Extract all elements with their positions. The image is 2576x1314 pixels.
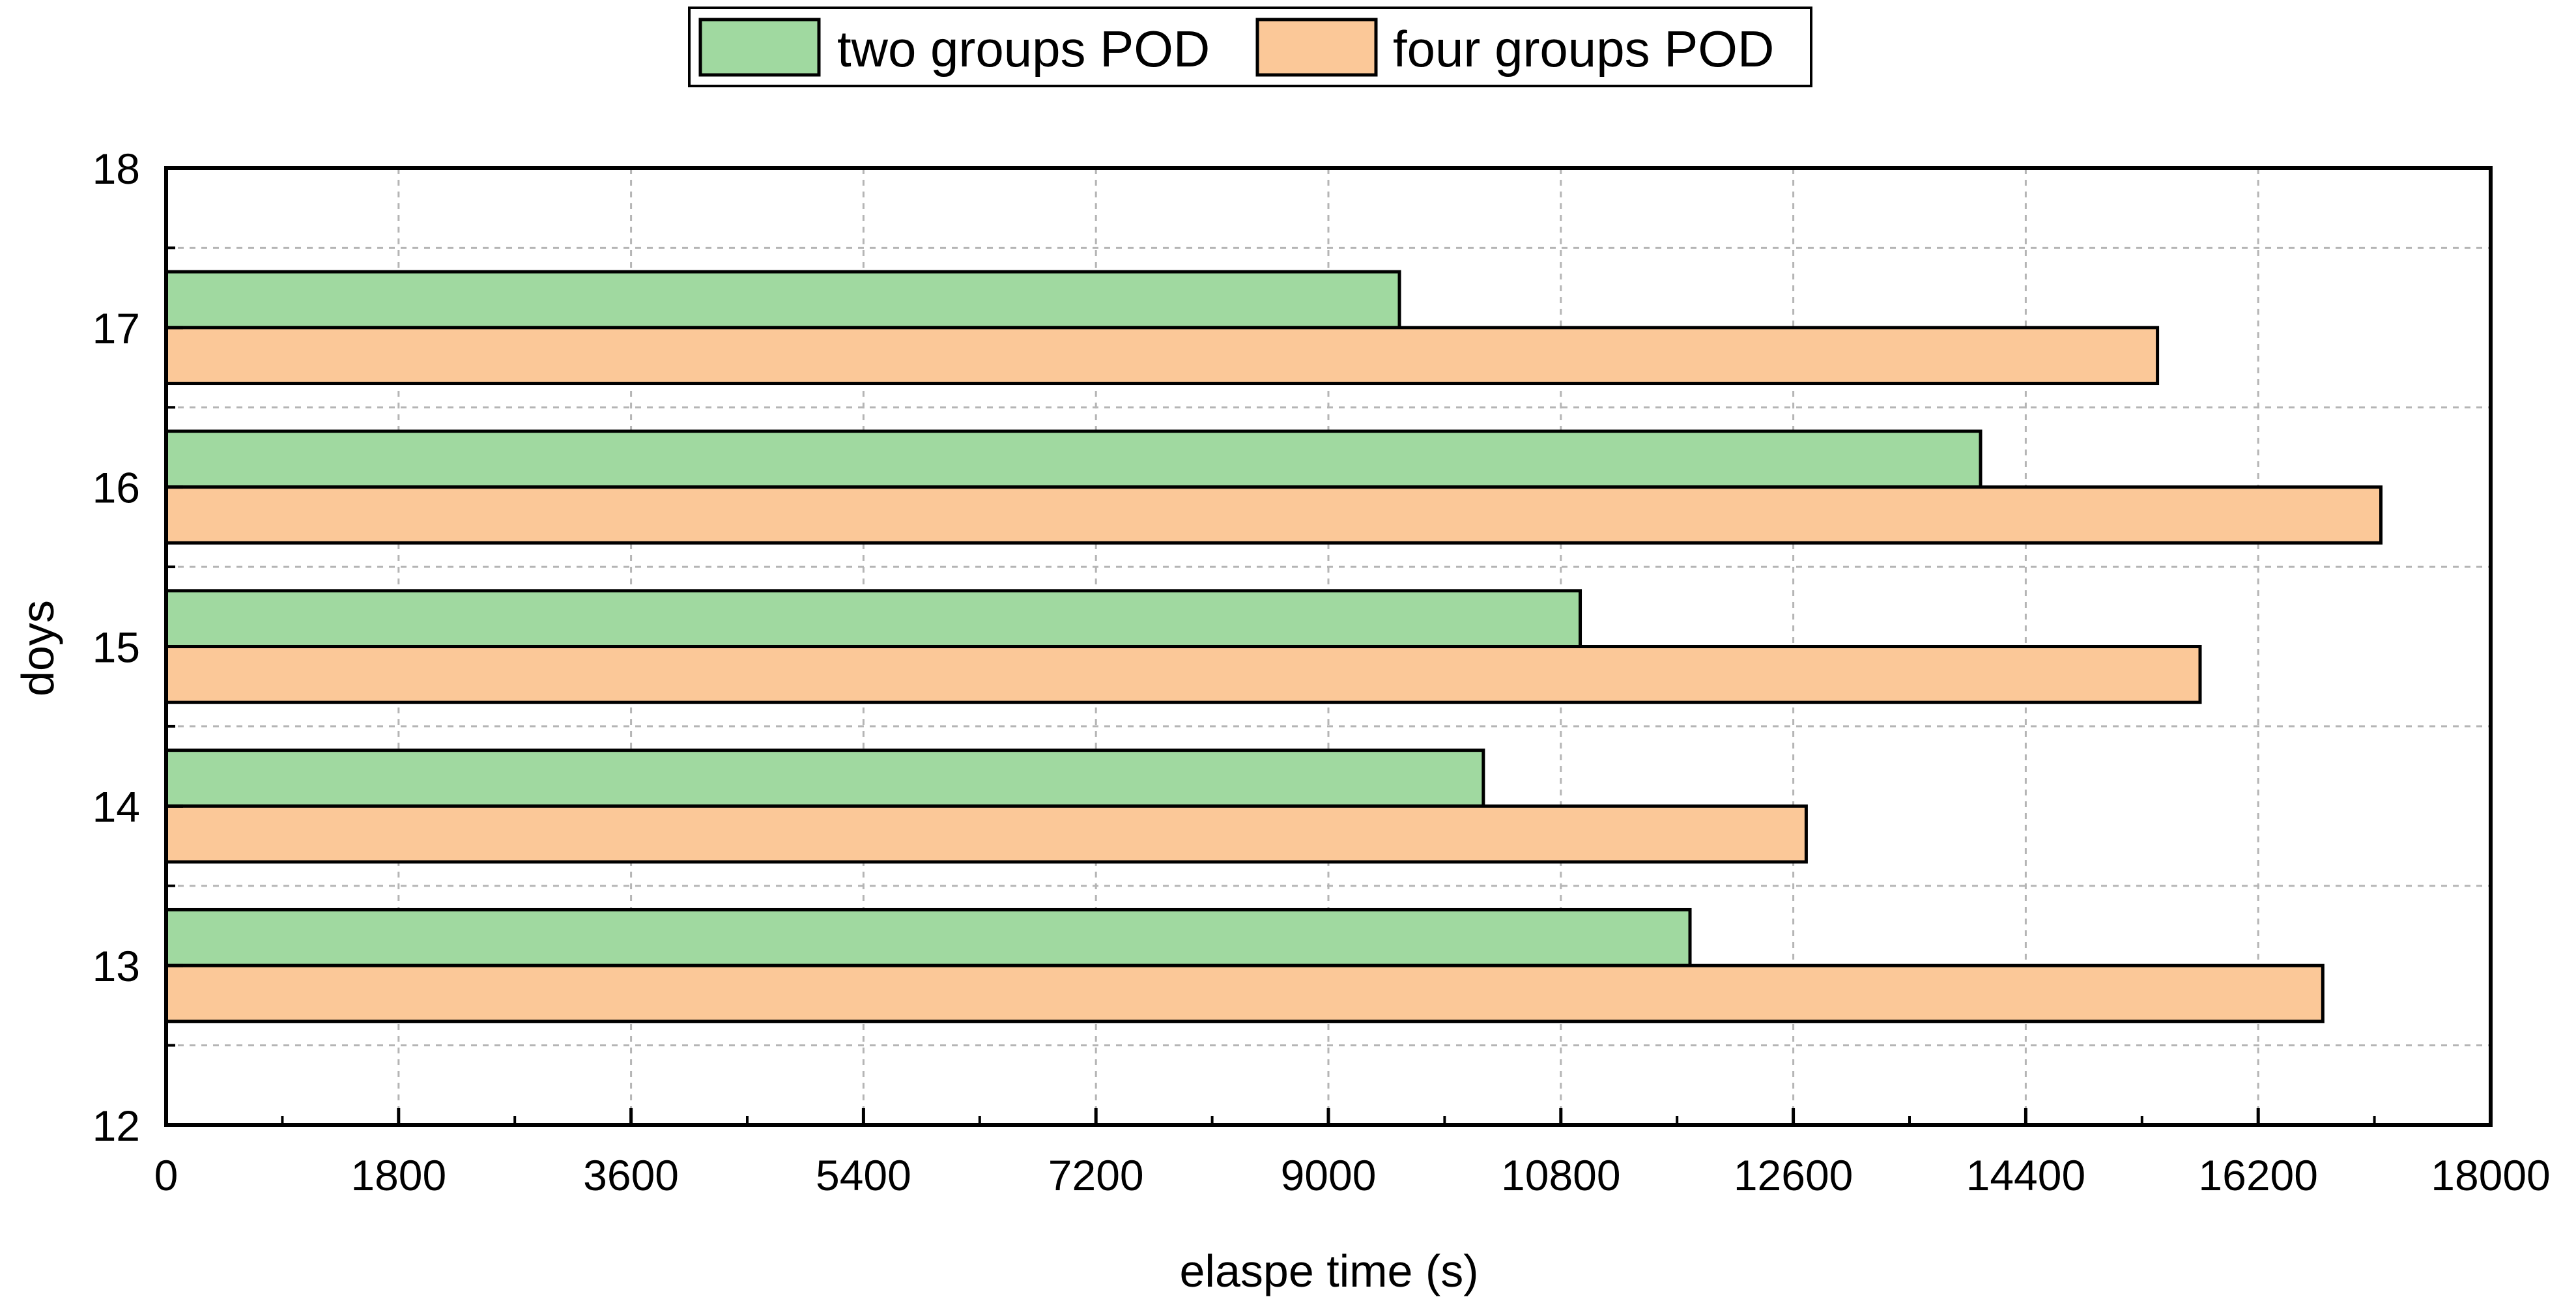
y-tick-label: 14 (93, 782, 140, 831)
x-tick-label: 3600 (583, 1151, 679, 1199)
x-tick-label: 5400 (816, 1151, 911, 1199)
y-tick-label: 12 (93, 1102, 140, 1150)
y-axis-title: doys (12, 600, 63, 696)
x-tick-label: 14400 (1966, 1151, 2086, 1199)
x-tick-label: 10800 (1501, 1151, 1621, 1199)
y-tick-labels: 12 13 14 15 16 17 18 (93, 145, 140, 1150)
y-tick-label: 18 (93, 145, 140, 193)
legend-label-four-groups: four groups POD (1393, 20, 1774, 78)
legend-frame (688, 7, 1812, 87)
bar-two-groups-pod-17 (164, 270, 1401, 330)
bar-four-groups-pod-17 (164, 326, 2160, 386)
x-tick-label: 0 (154, 1151, 179, 1199)
x-tick-labels: 0 1800 3600 5400 7200 9000 10800 12600 14400 1620… (154, 1151, 2551, 1199)
bar-two-groups-pod-15 (164, 589, 1582, 649)
x-tick-label: 9000 (1281, 1151, 1377, 1199)
y-tick-label: 15 (93, 623, 140, 672)
bar-two-groups-pod-13 (164, 907, 1692, 967)
x-tick-label: 18000 (2431, 1151, 2551, 1199)
y-tick-label: 17 (93, 304, 140, 352)
axis-ticks (164, 166, 2493, 1127)
y-tick-label: 13 (93, 942, 140, 990)
x-axis-title: elaspe time (s) (1179, 1246, 1478, 1296)
legend-swatch-four-groups (1255, 18, 1378, 77)
bar-four-groups-pod-16 (164, 485, 2383, 545)
bar-four-groups-pod-14 (164, 804, 1808, 864)
bars (164, 270, 2383, 1023)
x-tick-label: 16200 (2198, 1151, 2318, 1199)
legend: two groups POD four groups POD (688, 7, 1812, 87)
bar-two-groups-pod-16 (164, 429, 1982, 489)
bar-four-groups-pod-15 (164, 645, 2202, 704)
legend-swatch-two-groups (698, 18, 821, 77)
y-tick-label: 16 (93, 464, 140, 512)
x-tick-label: 12600 (1734, 1151, 1853, 1199)
x-tick-label: 7200 (1048, 1151, 1144, 1199)
x-tick-label: 1800 (351, 1151, 446, 1199)
bar-two-groups-pod-14 (164, 749, 1485, 808)
legend-label-two-groups: two groups POD (837, 20, 1210, 78)
bar-four-groups-pod-13 (164, 964, 2325, 1023)
